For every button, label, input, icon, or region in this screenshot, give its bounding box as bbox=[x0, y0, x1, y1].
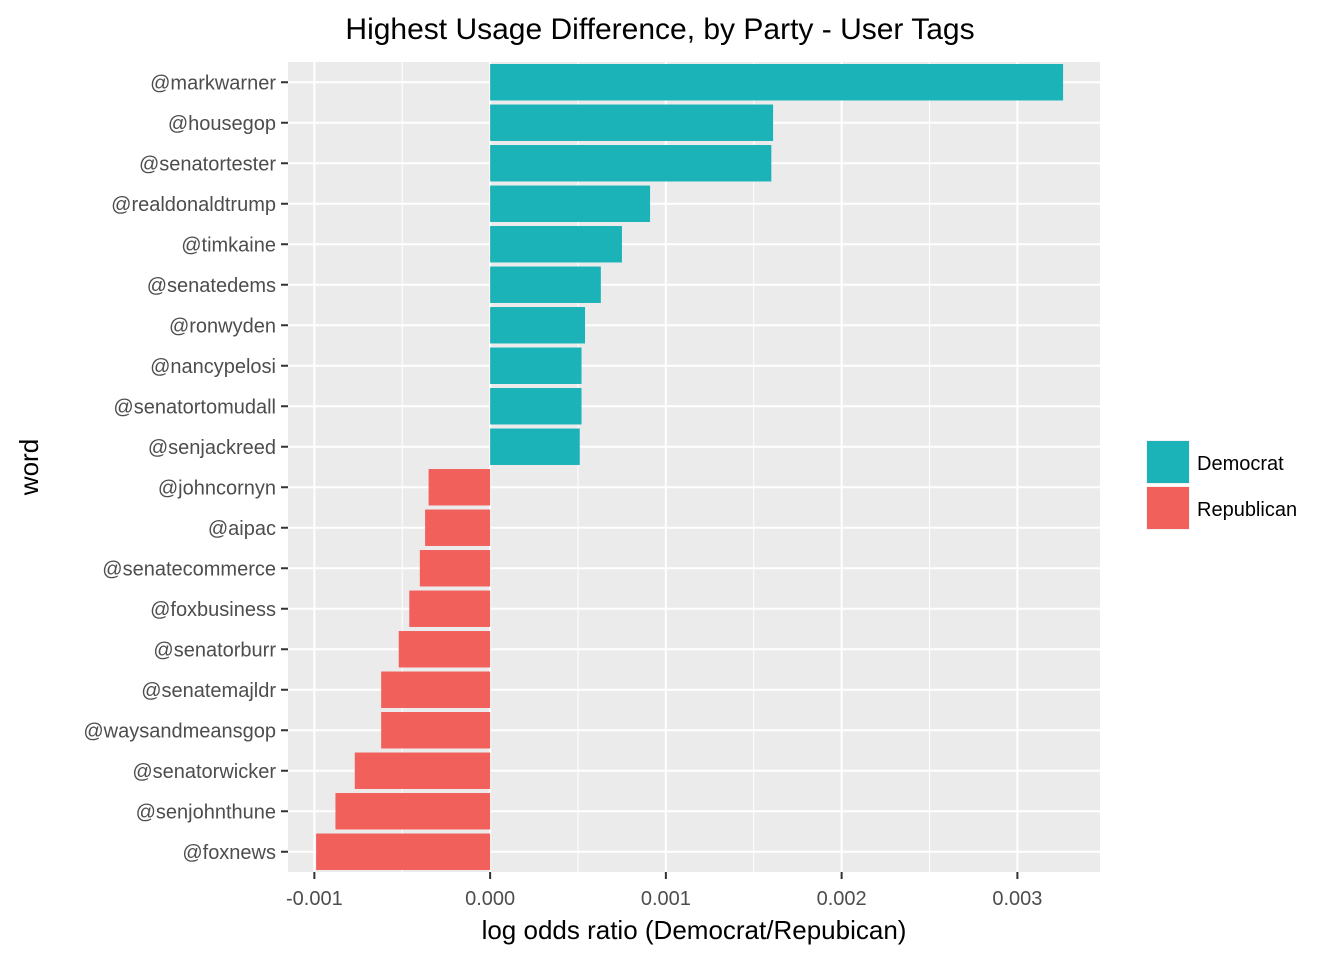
y-tick-label-foxnews: @foxnews bbox=[182, 842, 276, 864]
y-tick-label-senatemajldr: @senatemajldr bbox=[141, 680, 276, 702]
bar-realdonaldtrump bbox=[490, 185, 651, 222]
x-tick-label: 0.001 bbox=[641, 888, 691, 910]
bar-foxbusiness bbox=[409, 590, 491, 627]
y-tick-label-ronwyden: @ronwyden bbox=[169, 315, 276, 337]
y-axis-title: word bbox=[14, 439, 44, 496]
y-tick-label-senatorwicker: @senatorwicker bbox=[132, 761, 276, 783]
bar-senatedems bbox=[490, 266, 601, 303]
x-axis-title: log odds ratio (Democrat/Repubican) bbox=[482, 915, 907, 945]
bar-housegop bbox=[490, 104, 774, 141]
y-tick-label-senjohnthune: @senjohnthune bbox=[136, 801, 276, 823]
chart-title: Highest Usage Difference, by Party - Use… bbox=[345, 13, 974, 46]
y-tick-label-senatortester: @senatortester bbox=[139, 153, 276, 175]
bar-senjackreed bbox=[490, 428, 580, 465]
bar-senjohnthune bbox=[335, 793, 491, 830]
bar-nancypelosi bbox=[490, 347, 582, 384]
bar-senatemajldr bbox=[381, 671, 491, 708]
legend-label-democrat: Democrat bbox=[1197, 453, 1284, 475]
bar-timkaine bbox=[490, 226, 622, 263]
y-tick-label-senatorburr: @senatorburr bbox=[153, 639, 276, 661]
y-axis: @markwarner @housegop @senatortester @reald… bbox=[83, 72, 288, 864]
y-tick-label-aipac: @aipac bbox=[208, 518, 276, 540]
y-tick-label-markwarner: @markwarner bbox=[150, 72, 276, 94]
bar-senatecommerce bbox=[419, 550, 491, 587]
bar-aipac bbox=[425, 509, 491, 546]
bar-senatorwicker bbox=[354, 752, 491, 789]
legend-swatch-democrat bbox=[1147, 441, 1189, 483]
x-tick-label: 0.003 bbox=[992, 888, 1042, 910]
bar-ronwyden bbox=[490, 307, 586, 344]
y-tick-label-foxbusiness: @foxbusiness bbox=[150, 599, 276, 621]
x-tick-label: -0.001 bbox=[286, 888, 343, 910]
y-tick-label-timkaine: @timkaine bbox=[181, 234, 276, 256]
bar-waysandmeansgop bbox=[381, 712, 491, 749]
bar-senatorburr bbox=[398, 631, 491, 668]
x-tick-label: 0.000 bbox=[465, 888, 515, 910]
y-tick-label-senatedems: @senatedems bbox=[147, 275, 276, 297]
x-tick-label: 0.002 bbox=[817, 888, 867, 910]
y-tick-label-senatortomudall: @senatortomudall bbox=[113, 396, 276, 418]
bar-markwarner bbox=[490, 64, 1064, 101]
x-axis: -0.001 0.000 0.001 0.002 0.003 bbox=[286, 872, 1042, 910]
y-tick-label-nancypelosi: @nancypelosi bbox=[150, 356, 276, 378]
legend-swatch-republican bbox=[1147, 487, 1189, 529]
y-tick-label-johncornyn: @johncornyn bbox=[158, 477, 276, 499]
bars bbox=[316, 64, 1064, 870]
bar-johncornyn bbox=[428, 469, 491, 506]
bar-senatortester bbox=[490, 145, 772, 182]
y-tick-label-waysandmeansgop: @waysandmeansgop bbox=[83, 720, 276, 742]
y-tick-label-realdonaldtrump: @realdonaldtrump bbox=[111, 194, 276, 216]
legend: Democrat Republican bbox=[1146, 440, 1297, 530]
y-tick-label-housegop: @housegop bbox=[168, 113, 276, 135]
legend-label-republican: Republican bbox=[1197, 499, 1297, 521]
plot-panel bbox=[288, 62, 1100, 872]
bar-senatortomudall bbox=[490, 388, 582, 425]
bar-foxnews bbox=[316, 833, 491, 870]
y-tick-label-senatecommerce: @senatecommerce bbox=[102, 558, 276, 580]
y-tick-label-senjackreed: @senjackreed bbox=[148, 437, 276, 459]
